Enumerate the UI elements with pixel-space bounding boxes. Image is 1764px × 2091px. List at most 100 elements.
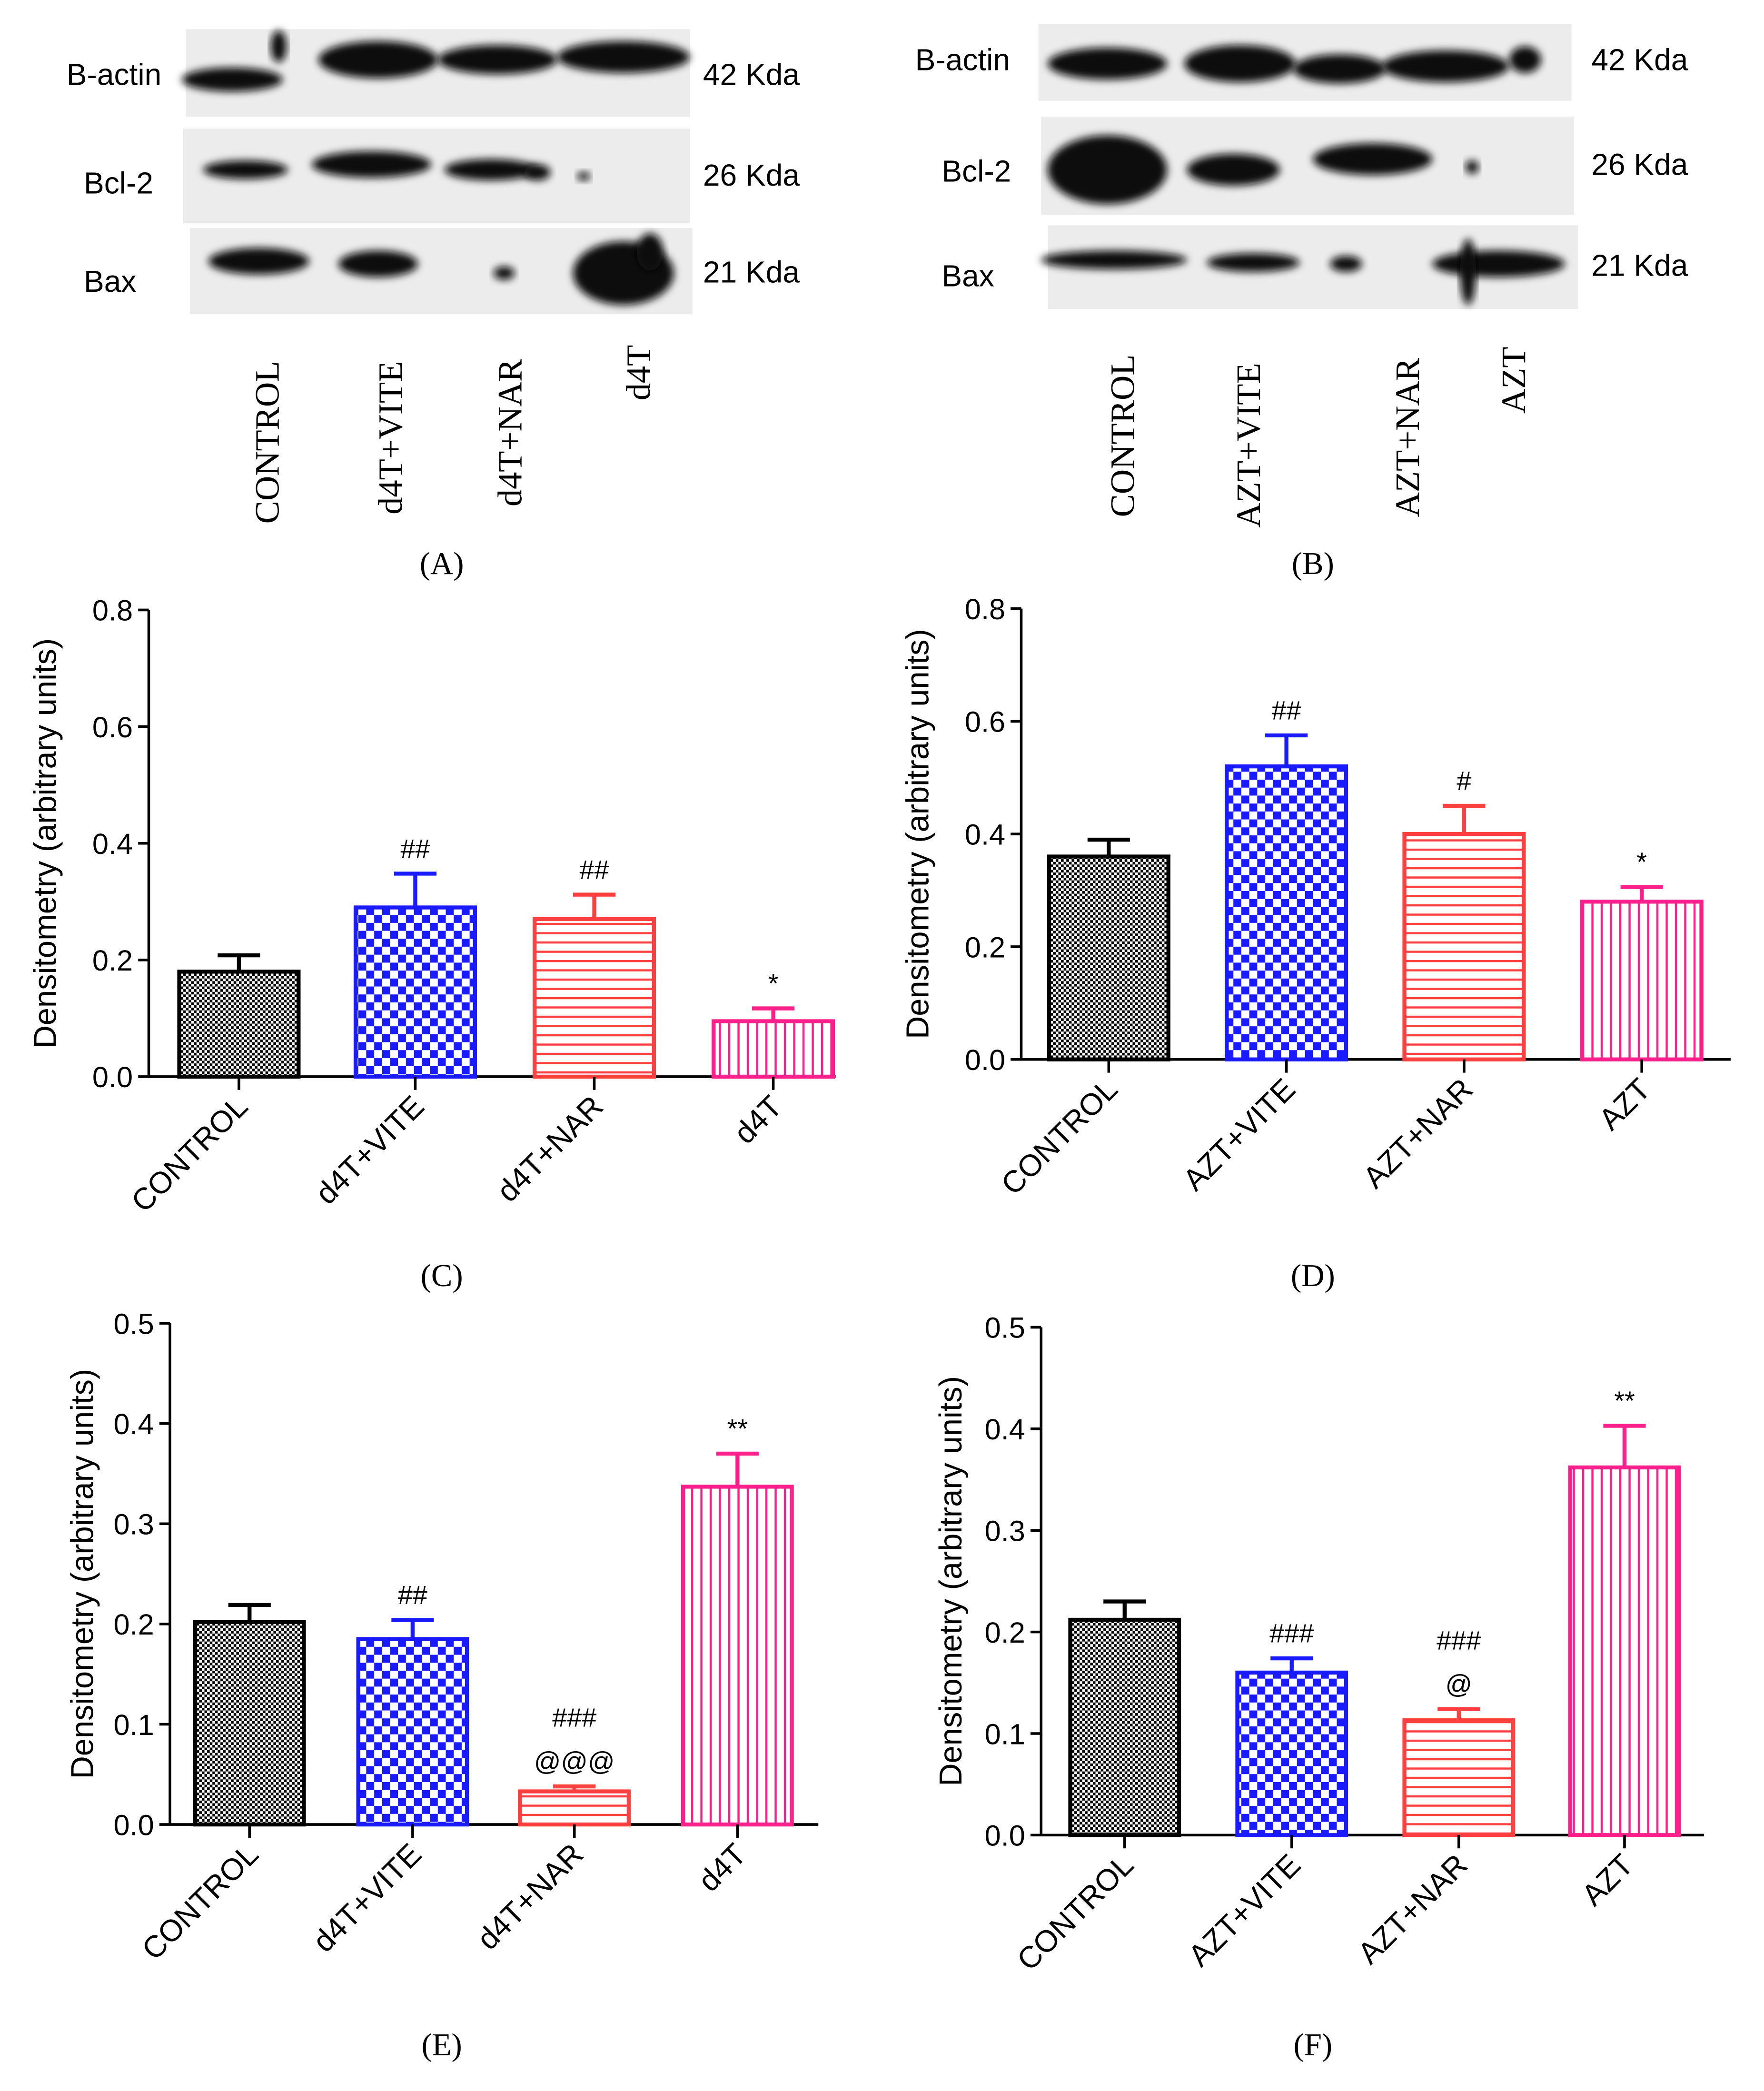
bar-azt-nar [1402,1718,1516,1837]
mw-label: 42 Kda [703,57,800,91]
significance-marker: ## [1272,696,1301,725]
panel-label: (D) [1291,1258,1335,1293]
bar-azt [1568,1465,1681,1837]
bar-d4t [712,1019,835,1079]
bar-d4t-vite [356,1637,469,1827]
x-tick-label: CONTROL [1011,1847,1140,1977]
protein-band [1330,256,1362,272]
y-tick-label: 0.4 [965,818,1005,851]
y-tick-label: 0.0 [965,1044,1005,1076]
y-axis-title: Densitometry (arbitrary units) [28,638,63,1049]
protein-band [577,172,591,180]
bar-chart-e: 0.0 0.1 0.2 0.3 0.4 0.5 Densitometry (arbitrar… [65,1308,819,2062]
x-tick-label: AZT+VITE [1176,1072,1302,1198]
significance-marker: * [1636,847,1647,877]
y-tick-label: 0.4 [985,1413,1025,1446]
x-tick-label: AZT [1592,1072,1657,1137]
y-tick-label: 0.6 [92,711,133,743]
protein-band [338,250,418,277]
protein-band [1382,50,1509,82]
protein-label: Bcl-2 [941,154,1011,188]
y-tick-label: 0.2 [965,931,1005,963]
protein-label: Bax [941,259,994,293]
y-tick-label: 0.5 [985,1312,1025,1344]
protein-band [1184,45,1296,82]
bar-chart-d: 0.0 0.2 0.4 0.6 0.8 Densitometry (arbitrary u… [900,593,1731,1293]
lane-label: d4T+VITE [371,361,410,515]
y-tick-label: 0.1 [985,1718,1025,1750]
y-tick-label: 0.2 [92,944,133,977]
bar-azt-vite [1225,764,1348,1061]
protein-band [1465,160,1479,174]
significance-marker: @@@ [534,1747,615,1776]
x-tick-label: d4T+VITE [306,1837,428,1959]
panel-label-a: (A) [420,546,464,581]
y-tick-label: 0.8 [92,595,133,627]
y-tick-label: 0.0 [113,1809,154,1841]
panel-label: (F) [1293,2027,1332,2062]
significance-marker: ### [552,1703,596,1733]
mw-label: 26 Kda [703,158,800,192]
protein-band [208,248,309,275]
y-tick-label: 0.0 [92,1061,133,1093]
bar-control [177,970,301,1079]
lane-label: CONTROL [248,361,287,524]
protein-band [524,164,551,180]
protein-band [636,233,664,271]
significance-marker: * [768,969,779,998]
y-tick-label: 0.5 [113,1308,154,1340]
protein-band [203,160,288,179]
y-tick-label: 0.0 [985,1820,1025,1852]
significance-marker: ### [1437,1625,1481,1655]
protein-band [444,159,537,180]
y-tick-label: 0.1 [113,1709,154,1741]
bar-d4t-vite [353,905,477,1079]
protein-band [182,68,283,92]
protein-band [1041,250,1187,269]
y-axis-title: Densitometry (arbitrary units) [65,1369,100,1779]
protein-band [1207,253,1300,272]
x-tick-label: AZT [1575,1847,1640,1912]
bar-chart-c: 0.0 0.2 0.4 0.6 0.8 Densitometry (arbitrary u… [28,595,836,1293]
x-tick-label: d4T+NAR [490,1089,610,1209]
protein-band [270,30,287,62]
protein-band [1313,143,1433,175]
panel-label: (E) [421,2027,462,2062]
bar-chart-f: 0.0 0.1 0.2 0.3 0.4 0.5 Densitometry (arbitrar… [933,1312,1705,2062]
protein-band [1293,54,1386,84]
x-tick-label: AZT+VITE [1181,1847,1307,1973]
x-tick-label: AZT+NAR [1357,1072,1480,1195]
protein-band [493,266,515,280]
y-tick-label: 0.2 [113,1608,154,1641]
lane-label: d4T [619,345,658,401]
bar-azt [1580,900,1704,1061]
bar-control [193,1620,306,1827]
x-tick-label: CONTROL [135,1837,265,1966]
mw-label: 21 Kda [1591,248,1688,282]
significance-marker: # [1457,766,1471,796]
y-tick-label: 0.3 [985,1515,1025,1547]
x-tick-label: d4T [692,1837,753,1898]
protein-band [1432,250,1565,277]
bar-d4t [681,1485,794,1827]
y-axis-title: Densitometry (arbitrary units) [933,1376,969,1786]
x-tick-label: d4T [727,1089,789,1150]
x-tick-label: d4T+VITE [309,1089,431,1211]
protein-band [1187,154,1280,186]
significance-marker: ** [1614,1386,1635,1416]
protein-band [1509,46,1541,73]
lane-label: CONTROL [1103,354,1141,517]
protein-label: B-actin [915,43,1010,77]
protein-band [437,45,557,74]
significance-marker: ## [400,834,430,863]
protein-band [312,151,431,178]
blot-panel-a: B-actin Bcl-2 Bax 42 Kda 26 Kda 21 Kda C… [67,29,800,581]
bar-azt-vite [1235,1670,1348,1837]
x-tick-label: d4T+NAR [470,1837,590,1956]
significance-marker: ## [398,1580,427,1610]
y-tick-label: 0.8 [965,593,1005,625]
y-tick-label: 0.6 [965,706,1005,738]
mw-label: 42 Kda [1591,43,1688,77]
mw-label: 21 Kda [703,255,800,289]
